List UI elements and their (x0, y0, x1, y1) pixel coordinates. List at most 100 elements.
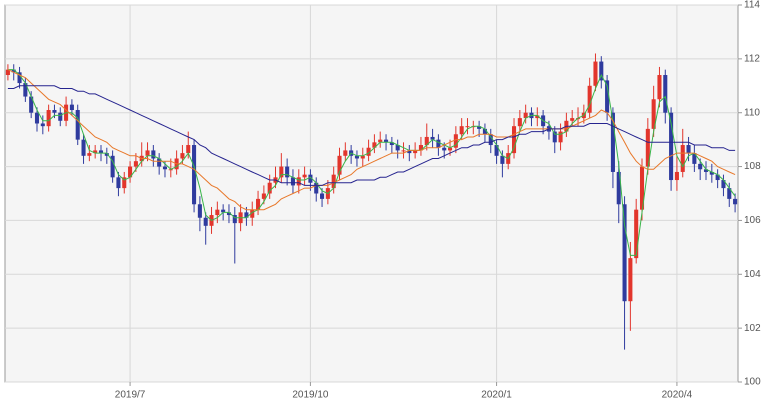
y-tick-label: 110 (744, 107, 760, 118)
candle-body (663, 75, 668, 113)
candle-body (122, 177, 127, 189)
candle-body (290, 177, 296, 186)
candle-body (424, 136, 429, 146)
candle-body (418, 145, 423, 151)
candle-body (331, 174, 336, 189)
candle-body (657, 75, 662, 100)
moving-average-line (7, 69, 736, 256)
candle-body (599, 61, 604, 81)
candle-body (186, 145, 191, 154)
x-tick-label: 2019/10 (292, 390, 329, 401)
candle-body (192, 145, 197, 205)
candle-body (465, 126, 470, 128)
candle-body (447, 147, 453, 151)
candle-body (721, 180, 726, 189)
candle-body (145, 150, 150, 156)
candle-body (372, 142, 377, 148)
candle-body (285, 166, 290, 178)
y-tick-label: 108 (744, 161, 761, 172)
candle-body (110, 155, 115, 178)
candle-body (337, 155, 342, 175)
candle-body (81, 139, 86, 156)
y-tick-label: 104 (744, 269, 761, 280)
candle-body (651, 99, 656, 129)
candle-body (389, 142, 394, 146)
candle-body (727, 188, 732, 199)
candle-body (29, 96, 34, 113)
x-tick-label: 2020/4 (662, 390, 693, 401)
candle-body (34, 112, 40, 124)
candle-body (320, 193, 325, 199)
candle-body (407, 150, 412, 154)
candle-body (52, 110, 57, 113)
candle-body (302, 174, 307, 178)
candle-body (151, 150, 156, 159)
x-tick-label: 2019/7 (115, 390, 146, 401)
candle-body (645, 128, 650, 167)
candle-body (261, 193, 266, 199)
candle-body (360, 155, 365, 159)
candle-body (436, 139, 441, 148)
candle-body (256, 198, 261, 210)
candle-body (634, 209, 639, 259)
candle-body (197, 204, 202, 218)
candle-body (395, 145, 400, 151)
candle-body (104, 153, 109, 156)
candle-body (570, 118, 575, 121)
y-tick-label: 112 (744, 53, 760, 64)
candle-body (69, 104, 74, 111)
candle-body (413, 150, 418, 154)
candle-body (279, 166, 284, 178)
candle-body (203, 217, 208, 226)
candle-body (116, 177, 121, 189)
moving-average-line (7, 85, 736, 186)
candle-body (511, 126, 517, 154)
candle-body (226, 212, 232, 216)
candle-body (384, 139, 389, 143)
y-tick-label: 102 (744, 323, 761, 334)
candle-body (87, 153, 92, 156)
candle-body (58, 112, 63, 121)
candle-body (180, 153, 185, 159)
candle-body (680, 145, 685, 172)
candle-body (215, 209, 220, 216)
candle-body (133, 161, 138, 167)
x-tick-label: 2020/1 (481, 390, 512, 401)
candle-body (482, 128, 487, 135)
candle-body (686, 145, 691, 154)
candle-body (517, 118, 522, 127)
candle-body (250, 209, 255, 218)
candle-body (674, 171, 679, 181)
candle-body (11, 69, 16, 73)
candle-body (698, 163, 703, 170)
candle-body (46, 110, 51, 127)
candle-body (378, 139, 383, 143)
y-tick-label: 100 (744, 377, 761, 388)
candle-body (610, 112, 615, 172)
candle-body (459, 126, 464, 135)
candle-body (523, 112, 528, 119)
candle-body (709, 171, 714, 175)
candle-body (558, 131, 563, 143)
candle-body (232, 215, 237, 224)
candle-body (669, 112, 674, 181)
candle-body (157, 158, 162, 167)
candle-body (715, 174, 720, 181)
candle-body (442, 147, 447, 151)
candle-body (453, 134, 458, 148)
candle-body (162, 166, 168, 170)
candle-body (430, 136, 435, 140)
candle-body (587, 85, 592, 113)
candle-body (488, 134, 493, 146)
candle-body (343, 150, 348, 156)
candle-body (366, 147, 371, 156)
moving-average-line (7, 69, 736, 211)
candle-body (733, 198, 738, 205)
candle-body (5, 69, 10, 76)
candle-body (17, 72, 22, 84)
candle-body (605, 80, 610, 113)
candle-body (552, 131, 557, 143)
candle-body (296, 177, 301, 186)
